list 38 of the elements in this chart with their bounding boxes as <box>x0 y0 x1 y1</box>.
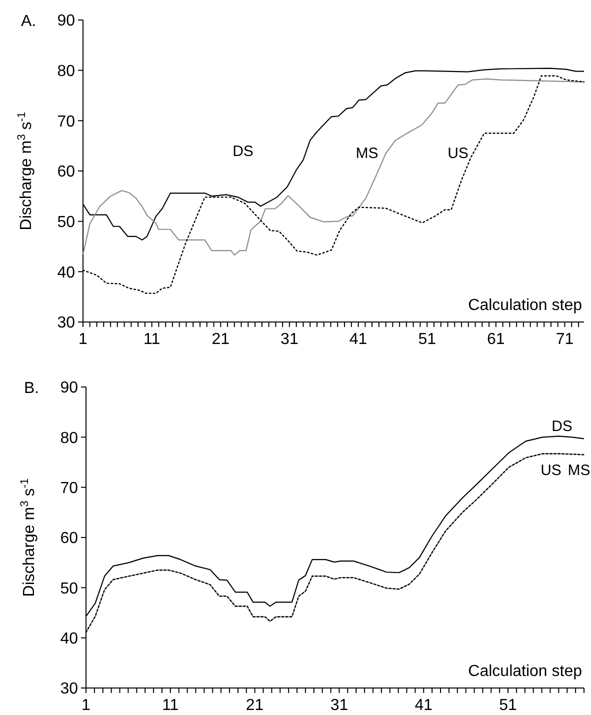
x-axis-title: Calculation step <box>468 297 582 314</box>
y-tick-label: 30 <box>57 314 76 332</box>
series-label: MS <box>356 145 378 162</box>
y-tick-label: 90 <box>60 380 78 397</box>
y-tick-label: 50 <box>60 580 78 598</box>
y-tick-label: 50 <box>57 214 76 231</box>
y-tick-label: 60 <box>60 530 78 548</box>
y-tick-label: 90 <box>57 12 76 30</box>
x-tick-label: 1 <box>82 697 91 714</box>
chart-title: B. <box>24 380 40 397</box>
series-label: US <box>448 145 468 162</box>
series-label: DS <box>552 418 572 435</box>
x-tick-label: 11 <box>144 331 160 348</box>
x-tick-label: 61 <box>487 331 505 348</box>
y-tick-label: 60 <box>57 164 76 181</box>
series-label: US <box>540 462 562 479</box>
x-tick-label: 41 <box>414 697 433 714</box>
y-tick-label: 80 <box>60 430 78 447</box>
y-tick-label: 80 <box>57 62 76 80</box>
x-tick-label: 51 <box>499 697 518 714</box>
x-tick-label: 21 <box>246 697 264 714</box>
x-tick-label: 41 <box>349 331 368 348</box>
chart-title: A. <box>21 13 36 30</box>
x-tick-label: 1 <box>78 331 88 348</box>
x-tick-label: 71 <box>556 331 574 348</box>
x-axis-title: Calculation step <box>468 663 582 680</box>
series-label: MS <box>568 462 590 479</box>
y-tick-label: 30 <box>60 680 78 698</box>
text: DS <box>232 143 254 160</box>
x-tick-label: 51 <box>418 331 436 348</box>
y-tick-label: 40 <box>60 630 78 648</box>
x-tick-label: 11 <box>162 697 179 714</box>
x-tick-label: 31 <box>280 331 298 348</box>
y-tick-label: 70 <box>60 480 78 497</box>
x-tick-label: 31 <box>330 697 348 714</box>
y-tick-label: 70 <box>57 113 76 130</box>
x-tick-label: 21 <box>212 331 230 348</box>
y-tick-label: 40 <box>57 264 76 282</box>
